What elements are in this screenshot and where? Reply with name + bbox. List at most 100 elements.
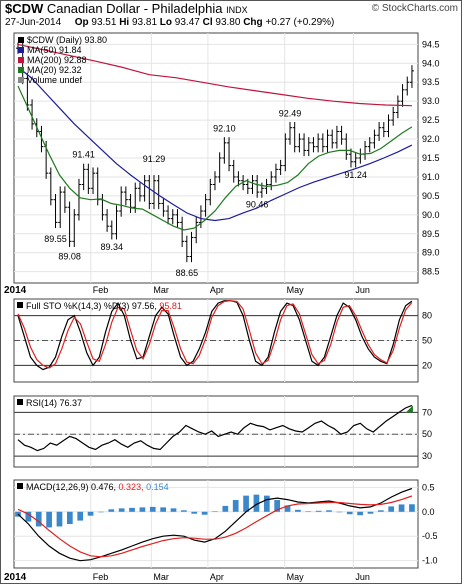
open-label: Op: [74, 17, 89, 28]
price-legend-swatch: [18, 77, 24, 83]
price-ytick-label: 94.0: [422, 58, 440, 68]
macd-xtick-label: Apr: [210, 572, 224, 582]
high-value: 93.81: [131, 17, 158, 28]
macd-histogram-bar: [243, 495, 249, 512]
macd-histogram-bar: [315, 510, 322, 512]
rsi-legend: RSI(14) 76.37: [26, 398, 82, 408]
price-legend-swatch: [18, 37, 24, 43]
macd-histogram-bar: [284, 505, 291, 512]
quote-line: 27-Jun-2014 Op 93.51 Hi 93.81 Lo 93.47 C…: [5, 17, 334, 28]
price-legend-swatch: [18, 47, 24, 53]
macd-histogram-bar: [118, 508, 125, 512]
macd-histogram-bar: [25, 511, 32, 522]
instrument-name: Canadian Dollar - Philadelphia: [46, 1, 223, 16]
macd-ytick-label: 0.5: [422, 482, 435, 492]
stochastic-ytick-label: 20: [422, 360, 432, 370]
rsi-overbought-fill: [405, 405, 413, 413]
stochastic-ytick-label: 50: [422, 336, 432, 346]
price-ytick-label: 94.5: [422, 39, 440, 49]
macd-histogram-bar: [305, 511, 312, 512]
macd-histogram-bar: [326, 510, 332, 512]
macd-xtick-label: Mar: [153, 572, 169, 582]
macd-histogram-bar: [77, 511, 84, 521]
price-annotation: 92.10: [213, 123, 236, 133]
macd-histogram-bar: [377, 510, 384, 512]
price-ytick-label: 93.0: [422, 96, 440, 106]
quote-date: 27-Jun-2014: [5, 17, 62, 28]
macd-xtick-label: 2014: [4, 572, 27, 583]
price-legend-label: Volume undef: [27, 75, 83, 85]
macd-histogram-bar: [212, 511, 218, 512]
change-label: Chg: [243, 17, 263, 28]
macd-histogram-bar: [56, 511, 63, 527]
macd-histogram-bar: [232, 500, 239, 512]
price-xtick-label: Jun: [355, 285, 370, 295]
price-ytick-label: 89.5: [422, 229, 440, 239]
price-legend-label: MA(200) 92.88: [27, 55, 87, 65]
price-annotation: 91.24: [344, 170, 367, 180]
close-label: Cl: [202, 17, 213, 28]
price-annotation: 89.34: [101, 242, 124, 252]
price-ytick-label: 91.0: [422, 172, 440, 182]
change-value: +0.27 (+0.29%): [265, 17, 335, 28]
price-legend-label: MA(20) 92.32: [27, 65, 82, 75]
macd-legend-swatch: [17, 483, 23, 489]
price-line-ma-200-: [17, 43, 412, 107]
price-xtick-label: Apr: [210, 285, 224, 295]
macd-histogram-bar: [409, 504, 415, 512]
stochastic-line--d: [17, 300, 413, 369]
macd-histogram-bar: [98, 511, 104, 513]
macd-histogram-bar: [346, 511, 353, 515]
rsi-ytick-label: 70: [422, 407, 432, 417]
stochastic-legend-swatch: [17, 302, 23, 308]
price-legend-swatch: [18, 57, 24, 63]
macd-histogram-bar: [108, 509, 115, 512]
macd-histogram-bar: [388, 506, 395, 512]
macd-histogram-bar: [160, 507, 166, 512]
price-ytick-label: 92.0: [422, 134, 440, 144]
macd-histogram-bar: [222, 505, 229, 512]
macd-ytick-label: -0.5: [422, 531, 438, 541]
stochastic-ytick-label: 80: [422, 311, 432, 321]
macd-histogram-bar: [181, 510, 187, 512]
price-xtick-label: May: [287, 285, 305, 295]
stochastic-legend-item: Full STO %K(14,3) %D(3) 97.56,: [26, 301, 157, 311]
low-value: 93.47: [174, 17, 200, 28]
price-annotation: 91.41: [72, 149, 95, 159]
macd-histogram-bar: [253, 494, 260, 512]
rsi-legend-item: RSI(14) 76.37: [26, 398, 82, 408]
stochastic-line--k: [17, 300, 413, 371]
price-annotation: 92.49: [279, 109, 302, 119]
macd-histogram-bar: [87, 511, 94, 516]
rsi-legend-swatch: [17, 399, 23, 405]
macd-histogram-bar: [170, 508, 177, 512]
price-legend-swatch: [18, 67, 24, 73]
macd-histogram-bar: [149, 506, 156, 512]
macd-histogram-bar: [367, 511, 374, 514]
stochastic-legend: Full STO %K(14,3) %D(3) 97.56, 95.81: [26, 301, 182, 311]
open-value: 93.51: [91, 17, 117, 28]
macd-xtick-label: May: [287, 572, 305, 582]
stochastic-legend-item: 95.81: [157, 301, 182, 311]
macd-histogram-bar: [66, 511, 73, 524]
watermark: © StockCharts.com: [371, 3, 458, 14]
low-label: Lo: [159, 17, 173, 28]
macd-legend-item: MACD(12,26,9) 0.476,: [26, 482, 116, 492]
macd-histogram-bar: [357, 511, 363, 516]
macd-histogram-bar: [35, 511, 42, 527]
macd-histogram-bar: [274, 500, 281, 512]
rsi-panel-border: [13, 395, 419, 468]
exchange: INDX: [226, 5, 248, 15]
price-annotation: 91.29: [143, 154, 166, 164]
macd-histogram-bar: [191, 511, 198, 514]
close-value: 93.80: [215, 17, 241, 28]
chart-title: $CDW Canadian Dollar - Philadelphia INDX: [5, 1, 248, 16]
macd-histogram-bar: [46, 511, 52, 528]
price-xtick-label: 2014: [4, 285, 27, 296]
macd-legend-item: 0.323,: [116, 482, 144, 492]
macd-panel-border: [13, 479, 419, 569]
macd-xtick-label: Feb: [93, 572, 109, 582]
macd-ytick-label: -1.0: [422, 556, 438, 566]
price-annotation: 89.08: [58, 252, 81, 262]
